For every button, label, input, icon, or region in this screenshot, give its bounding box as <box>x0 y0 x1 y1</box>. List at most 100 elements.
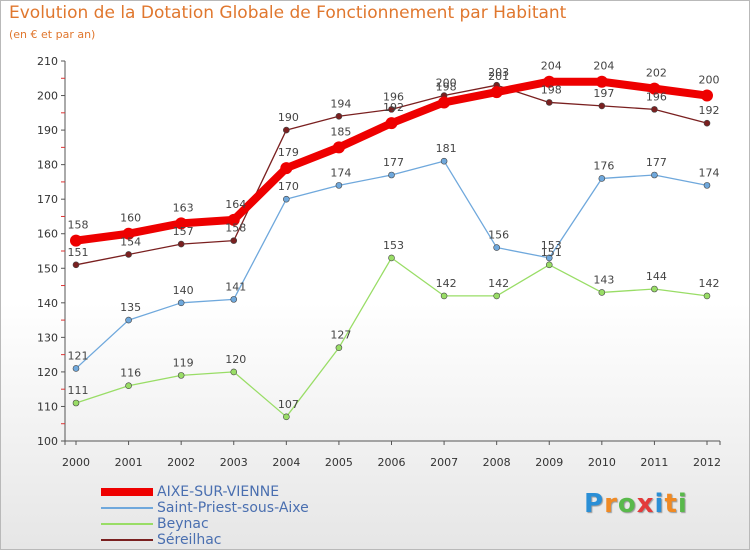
data-point-beynac <box>493 292 500 300</box>
data-point-saint-priest-sous-aixe <box>335 182 343 189</box>
x-tick-label: 2002 <box>167 456 195 469</box>
data-point-saint-priest-sous-aixe <box>651 171 658 179</box>
data-label-beynac: 142 <box>436 277 457 290</box>
data-label-beynac: 142 <box>488 277 509 290</box>
data-point-aixe-sur-vienne <box>385 117 398 130</box>
data-point-sereilhac <box>651 106 658 113</box>
data-point-aixe-sur-vienne <box>595 75 608 88</box>
data-label-beynac: 142 <box>699 277 720 290</box>
legend-label-sereilhac: Séreilhac <box>157 532 222 548</box>
y-tick-label: 190 <box>37 124 58 137</box>
legend-item-aixe[interactable]: AIXE-SUR-VIENNE <box>101 484 361 500</box>
data-label-saint-priest-sous-aixe: 140 <box>173 284 194 297</box>
legend-item-saint-priest[interactable]: Saint-Priest-sous-Aixe <box>101 500 361 516</box>
y-tick-label: 210 <box>37 55 58 68</box>
data-label-aixe-sur-vienne: 179 <box>278 146 299 159</box>
legend-item-sereilhac[interactable]: Séreilhac <box>101 532 361 548</box>
data-label-beynac: 144 <box>646 270 667 283</box>
proxiti-logo: Proxiti <box>584 489 688 519</box>
data-point-aixe-sur-vienne <box>543 75 556 88</box>
data-point-beynac <box>283 413 290 421</box>
data-point-beynac <box>440 292 448 300</box>
legend-swatch-aixe <box>101 488 153 496</box>
data-point-beynac <box>703 292 711 300</box>
chart-subtitle: (en € et par an) <box>9 28 96 41</box>
data-label-beynac: 116 <box>120 367 141 380</box>
data-point-sereilhac <box>72 261 80 269</box>
data-label-beynac: 127 <box>330 329 351 342</box>
logo-letter: P <box>584 489 605 519</box>
data-label-beynac: 151 <box>541 246 562 259</box>
y-tick-label: 170 <box>37 193 58 206</box>
data-label-beynac: 107 <box>278 398 299 411</box>
y-tick-label: 180 <box>37 159 58 172</box>
data-point-saint-priest-sous-aixe <box>125 316 132 324</box>
data-label-saint-priest-sous-aixe: 121 <box>68 349 89 362</box>
data-point-aixe-sur-vienne <box>701 89 713 102</box>
x-tick-label: 2012 <box>693 456 721 469</box>
data-label-aixe-sur-vienne: 200 <box>699 74 720 87</box>
x-tick-label: 2008 <box>483 456 511 469</box>
x-tick-label: 2011 <box>640 456 668 469</box>
x-tick-label: 2009 <box>535 456 563 469</box>
logo-letter: i <box>677 489 688 519</box>
data-point-saint-priest-sous-aixe <box>703 182 711 189</box>
data-label-saint-priest-sous-aixe: 177 <box>646 156 667 169</box>
data-label-sereilhac: 197 <box>593 87 614 100</box>
data-label-saint-priest-sous-aixe: 181 <box>436 142 457 155</box>
x-tick-label: 2005 <box>325 456 353 469</box>
data-label-sereilhac: 194 <box>330 97 351 110</box>
data-point-saint-priest-sous-aixe <box>230 296 238 303</box>
data-label-aixe-sur-vienne: 163 <box>173 201 194 214</box>
data-point-saint-priest-sous-aixe <box>72 365 80 372</box>
x-tick-label: 2001 <box>115 456 143 469</box>
data-label-aixe-sur-vienne: 158 <box>68 219 89 232</box>
data-label-aixe-sur-vienne: 204 <box>541 60 562 73</box>
data-label-aixe-sur-vienne: 201 <box>488 70 509 83</box>
data-label-saint-priest-sous-aixe: 177 <box>383 156 404 169</box>
legend-label-aixe: AIXE-SUR-VIENNE <box>157 484 280 500</box>
data-point-beynac <box>72 399 80 407</box>
data-label-beynac: 143 <box>593 273 614 286</box>
data-label-sereilhac: 154 <box>120 235 141 248</box>
data-point-sereilhac <box>545 99 553 106</box>
data-label-sereilhac: 203 <box>488 66 509 79</box>
data-label-aixe-sur-vienne: 192 <box>383 101 404 114</box>
data-label-aixe-sur-vienne: 160 <box>120 212 141 225</box>
legend-item-beynac[interactable]: Beynac <box>101 516 361 532</box>
data-label-saint-priest-sous-aixe: 174 <box>330 166 351 179</box>
data-label-aixe-sur-vienne: 185 <box>330 125 351 138</box>
y-tick-label: 110 <box>37 400 58 413</box>
data-label-sereilhac: 198 <box>541 83 562 96</box>
legend-swatch-beynac <box>101 523 153 525</box>
data-point-sereilhac <box>125 251 132 258</box>
data-point-aixe-sur-vienne <box>438 96 451 109</box>
data-point-beynac <box>230 368 238 376</box>
data-point-beynac <box>388 254 395 262</box>
data-label-aixe-sur-vienne: 204 <box>593 60 614 73</box>
y-tick-label: 140 <box>37 297 58 310</box>
x-tick-label: 2006 <box>378 456 406 469</box>
data-label-beynac: 120 <box>225 353 246 366</box>
legend-label-saint-priest: Saint-Priest-sous-Aixe <box>157 500 309 516</box>
data-label-saint-priest-sous-aixe: 176 <box>593 159 614 172</box>
data-label-beynac: 119 <box>173 356 194 369</box>
data-label-sereilhac: 151 <box>68 246 89 259</box>
y-tick-label: 120 <box>37 366 58 379</box>
data-point-sereilhac <box>335 112 343 120</box>
y-tick-label: 150 <box>37 262 58 275</box>
data-point-sereilhac <box>703 119 711 127</box>
data-point-sereilhac <box>283 126 290 134</box>
data-label-sereilhac: 192 <box>699 104 720 117</box>
legend: AIXE-SUR-VIENNE Saint-Priest-sous-Aixe B… <box>101 484 361 548</box>
legend-swatch-saint-priest <box>101 507 153 509</box>
x-tick-label: 2004 <box>272 456 300 469</box>
data-point-aixe-sur-vienne <box>122 227 135 240</box>
data-label-saint-priest-sous-aixe: 153 <box>541 239 562 252</box>
data-label-saint-priest-sous-aixe: 141 <box>225 280 246 293</box>
data-point-sereilhac <box>598 102 606 110</box>
data-point-aixe-sur-vienne <box>227 213 240 226</box>
data-label-aixe-sur-vienne: 164 <box>225 198 246 211</box>
data-point-aixe-sur-vienne <box>648 82 661 95</box>
